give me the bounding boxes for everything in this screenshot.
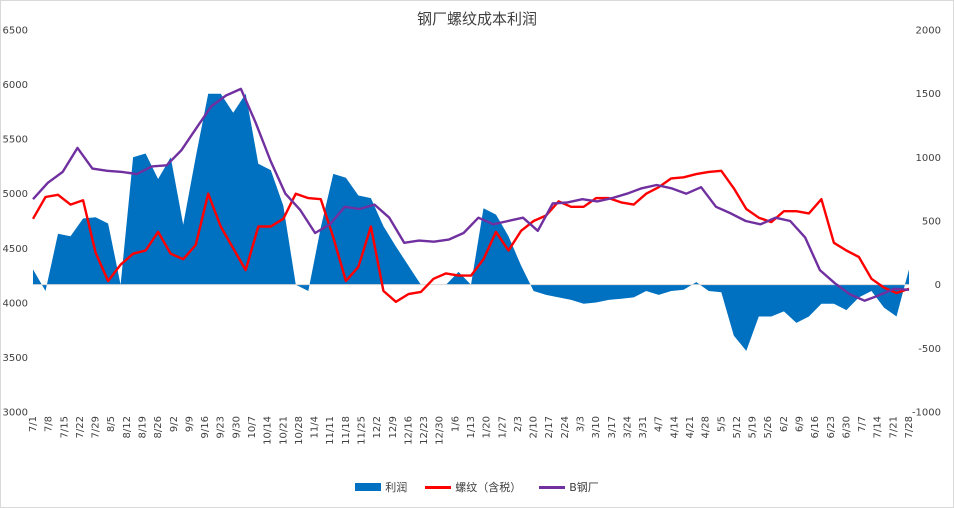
x-axis-tick-label: 7/7 [857,416,868,432]
left-axis-tick-label: 5500 [3,135,28,146]
legend-swatch-rebar [425,485,452,489]
x-axis-tick-label: 9/2 [169,416,180,432]
legend-item-rebar: 螺纹（含税） [425,479,521,495]
x-axis-tick-label: 12/23 [419,416,430,445]
x-axis-tick-label: 5/19 [748,416,759,438]
x-axis-tick-label: 1/20 [482,416,493,438]
left-axis-tick-label: 3500 [3,353,28,364]
x-axis-tick-label: 6/2 [779,416,790,432]
left-axis-tick-label: 5000 [3,189,28,200]
left-axis-tick-label: 4500 [3,244,28,255]
x-axis-tick-label: 12/9 [388,416,399,438]
series-area-profit [33,93,909,351]
x-axis-tick-label: 11/4 [310,416,321,438]
x-axis-tick-label: 3/10 [591,416,602,438]
x-axis-tick-label: 4/28 [701,416,712,438]
left-axis-tick-label: 6500 [3,26,28,37]
x-axis-tick-label: 1/27 [497,416,508,438]
x-axis-tick-label: 6/30 [841,416,852,438]
right-axis-tick-label: 0 [935,280,941,291]
x-axis-tick-label: 11/18 [341,416,352,445]
left-axis-tick-label: 3000 [3,408,28,419]
x-axis-tick-label: 8/12 [122,416,133,438]
legend-item-profit: 利润 [355,479,407,495]
right-axis-tick-label: 500 [922,217,941,228]
legend-label-rebar: 螺纹（含税） [455,481,522,494]
chart-title: 钢厂螺纹成本利润 [416,10,537,28]
x-axis-tick-label: 8/5 [106,416,117,432]
x-axis-tick-label: 2/3 [513,416,524,432]
x-axis-tick-label: 10/28 [294,416,305,445]
x-axis-tick-label: 7/29 [91,416,102,438]
x-axis-tick-label: 5/12 [732,416,743,438]
x-axis-tick-label: 6/9 [795,416,806,432]
x-axis-tick-label: 3/24 [622,416,633,438]
x-axis-tick-label: 11/11 [325,416,336,445]
legend-swatch-profit [355,483,382,491]
x-axis-tick-label: 3/31 [638,416,649,438]
x-axis-tick-label: 4/7 [654,416,665,432]
x-axis-tick-label: 12/30 [435,416,446,445]
x-axis-tick-label: 9/30 [231,416,242,438]
x-axis-tick-label: 7/22 [75,416,86,438]
legend-label-b-mill: B钢厂 [569,481,599,494]
x-axis-tick-label: 7/28 [904,416,915,438]
right-axis-tick-label: -500 [918,344,941,355]
x-axis-tick-label: 2/24 [560,416,571,438]
x-axis-tick-label: 12/16 [403,416,414,445]
legend-item-b-mill: B钢厂 [539,479,599,495]
x-axis-tick-label: 9/16 [200,416,211,438]
x-axis-tick-label: 3/3 [576,416,587,432]
x-axis-tick-label: 7/8 [44,416,55,432]
x-axis-tick-label: 10/7 [247,416,258,438]
x-axis-tick-label: 3/17 [607,416,618,438]
series-line-rebar [31,169,910,303]
x-axis-tick-label: 10/21 [278,416,289,445]
x-axis-tick-label: 4/14 [669,416,680,438]
x-axis-tick-label: 9/23 [216,416,227,438]
x-axis-tick-label: 7/1 [28,416,39,432]
x-axis-tick-label: 6/16 [810,416,821,438]
x-axis-tick-label: 8/19 [138,416,149,438]
x-axis-tick-label: 2/17 [544,416,555,438]
right-axis-tick-label: 1500 [916,89,941,100]
x-axis-tick-label: 6/23 [826,416,837,438]
x-axis-tick-label: 5/26 [763,416,774,438]
x-axis-tick-label: 12/2 [372,416,383,438]
x-axis-tick-label: 7/15 [59,416,70,438]
x-axis-tick-label: 8/26 [153,416,164,438]
left-axis-tick-label: 6000 [3,80,28,91]
x-axis-tick-label: 5/5 [716,416,727,432]
legend-label-profit: 利润 [385,481,408,494]
x-axis-tick-label: 7/21 [888,416,899,438]
series-line-b-mill [32,87,910,302]
x-axis-tick-label: 2/10 [529,416,540,438]
right-axis-tick-label: 2000 [916,26,941,37]
x-axis-tick-label: 9/9 [184,416,195,432]
right-axis-tick-label: -1000 [912,408,941,419]
legend-swatch-b-mill [539,485,566,489]
x-axis-tick-label: 7/14 [873,416,884,438]
left-axis-tick-label: 4000 [3,298,28,309]
x-axis-tick-label: 10/14 [263,416,274,445]
right-axis-tick-label: 1000 [916,153,941,164]
x-axis-tick-label: 1/6 [450,416,461,432]
chart-legend: 利润 螺纹（含税） B钢厂 [0,479,954,495]
x-axis-tick-label: 4/21 [685,416,696,438]
x-axis-tick-label: 1/13 [466,416,477,438]
x-axis-tick-label: 11/25 [357,416,368,445]
